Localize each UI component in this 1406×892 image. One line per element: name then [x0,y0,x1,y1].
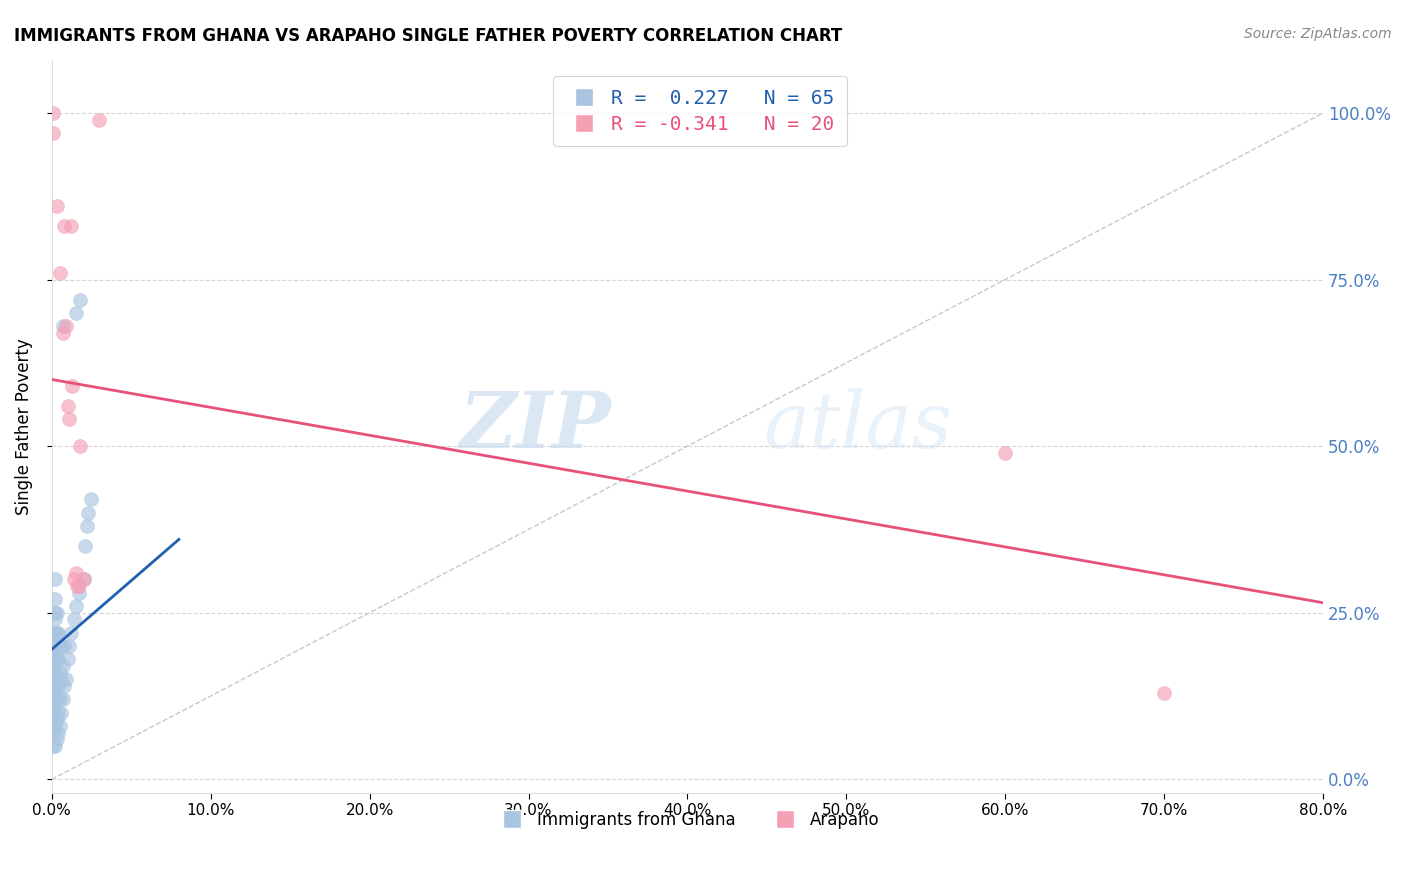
Point [44,686,66,700]
Point [46,652,69,666]
Point [48,665,70,680]
Point [80,492,103,507]
Point [65,599,87,613]
Point [42,665,65,680]
Point [59,625,82,640]
Point [48,266,70,280]
Text: atlas: atlas [763,388,952,464]
Point [48,719,70,733]
Point [44,606,66,620]
Point [53,679,76,693]
Point [42,706,65,720]
Point [45,199,67,213]
Point [45,712,67,726]
Point [46,625,69,640]
Point [58,639,80,653]
Point [42,686,65,700]
Point [45,673,67,687]
Point [51,639,73,653]
Point [46,725,69,739]
Point [42,673,65,687]
Point [44,719,66,733]
Text: IMMIGRANTS FROM GHANA VS ARAPAHO SINGLE FATHER POVERTY CORRELATION CHART: IMMIGRANTS FROM GHANA VS ARAPAHO SINGLE … [14,27,842,45]
Point [45,692,67,706]
Point [69,293,91,307]
Point [44,592,66,607]
Point [42,699,65,714]
Point [44,639,66,653]
Point [44,739,66,753]
Point [63,612,86,626]
Point [72,573,94,587]
Point [44,665,66,680]
Point [76,519,98,533]
Point [75,539,97,553]
Point [44,573,66,587]
Point [46,706,69,720]
Point [63,573,86,587]
Point [65,306,87,320]
Point [42,625,65,640]
Point [42,126,65,140]
Point [46,679,69,693]
Point [69,439,91,453]
Point [42,725,65,739]
Point [42,659,65,673]
Point [67,585,90,599]
Point [42,106,65,120]
Point [66,579,89,593]
Point [55,673,77,687]
Legend: Immigrants from Ghana, Arapaho: Immigrants from Ghana, Arapaho [488,805,887,836]
Point [48,639,70,653]
Point [56,652,79,666]
Point [67,579,90,593]
Point [42,679,65,693]
Point [55,319,77,334]
Point [51,673,73,687]
Point [42,719,65,733]
Point [53,639,76,653]
Point [44,652,66,666]
Point [1153,686,1175,700]
Point [59,219,82,234]
Point [45,606,67,620]
Point [42,639,65,653]
Point [89,112,111,127]
Point [51,706,73,720]
Point [58,412,80,426]
Point [42,646,65,660]
Point [45,625,67,640]
Point [52,692,75,706]
Point [52,319,75,334]
Point [72,573,94,587]
Point [42,652,65,666]
Point [77,506,100,520]
Y-axis label: Single Father Poverty: Single Father Poverty [15,338,32,515]
Text: Source: ZipAtlas.com: Source: ZipAtlas.com [1244,27,1392,41]
Point [62,379,84,393]
Point [65,566,87,580]
Point [52,659,75,673]
Point [45,652,67,666]
Point [53,219,76,234]
Text: ZIP: ZIP [460,388,612,465]
Point [44,612,66,626]
Point [42,739,65,753]
Point [45,732,67,747]
Point [56,399,79,413]
Point [42,692,65,706]
Point [44,706,66,720]
Point [44,625,66,640]
Point [48,692,70,706]
Point [994,446,1017,460]
Point [52,326,75,340]
